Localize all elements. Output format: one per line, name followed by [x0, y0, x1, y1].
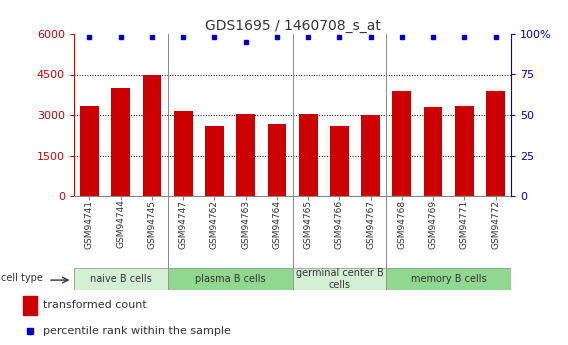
Bar	[299, 114, 318, 196]
Bar	[424, 107, 442, 196]
Text: GSM94741: GSM94741	[85, 200, 94, 249]
Bar	[293, 268, 386, 290]
Text: GSM94745: GSM94745	[148, 200, 156, 249]
Text: GSM94771: GSM94771	[460, 200, 469, 249]
Bar	[168, 268, 293, 290]
Bar	[143, 75, 161, 196]
Text: percentile rank within the sample: percentile rank within the sample	[43, 326, 231, 336]
Text: germinal center B
cells: germinal center B cells	[295, 268, 383, 290]
Text: memory B cells: memory B cells	[411, 274, 487, 284]
Text: GSM94762: GSM94762	[210, 200, 219, 249]
Bar	[386, 268, 511, 290]
Bar	[205, 126, 224, 196]
Text: naive B cells: naive B cells	[90, 274, 152, 284]
Title: GDS1695 / 1460708_s_at: GDS1695 / 1460708_s_at	[204, 19, 381, 33]
Bar	[23, 296, 37, 315]
Text: GSM94747: GSM94747	[179, 200, 187, 249]
Text: GSM94768: GSM94768	[398, 200, 406, 249]
Text: GSM94764: GSM94764	[273, 200, 281, 249]
Bar	[174, 111, 193, 196]
Text: plasma B cells: plasma B cells	[195, 274, 265, 284]
Text: GSM94767: GSM94767	[366, 200, 375, 249]
Text: GSM94744: GSM94744	[116, 200, 125, 248]
Bar	[361, 115, 380, 196]
Bar	[330, 126, 349, 196]
Bar	[236, 114, 255, 196]
Bar	[392, 91, 411, 196]
Bar	[111, 88, 130, 196]
Bar	[74, 268, 168, 290]
Bar	[80, 106, 99, 196]
Text: GSM94772: GSM94772	[491, 200, 500, 249]
Text: GSM94765: GSM94765	[304, 200, 312, 249]
Bar	[486, 91, 505, 196]
Bar	[268, 125, 286, 196]
Bar	[455, 106, 474, 196]
Text: GSM94763: GSM94763	[241, 200, 250, 249]
Text: GSM94766: GSM94766	[335, 200, 344, 249]
Text: transformed count: transformed count	[43, 300, 147, 310]
Text: cell type: cell type	[2, 273, 43, 283]
Text: GSM94769: GSM94769	[429, 200, 437, 249]
